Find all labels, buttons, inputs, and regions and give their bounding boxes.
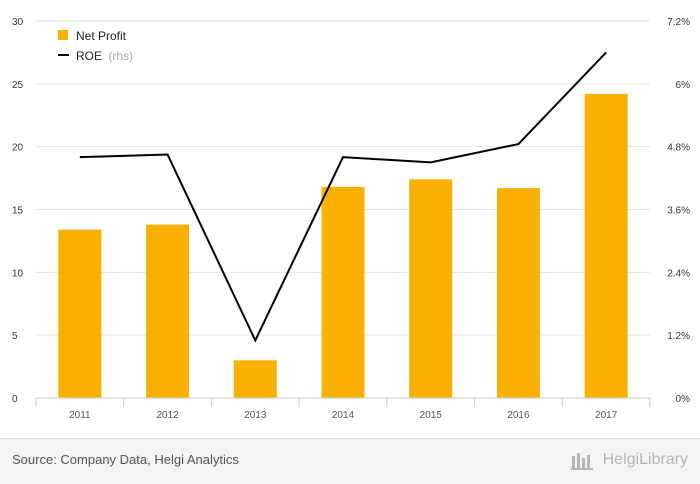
right-axis-ticks: 0% 1.2% 2.4% 3.6% 4.8% 6% 7.2% [667, 17, 690, 405]
brand-name: HelgiLibrary [602, 451, 688, 468]
right-axis-tick-label: 7.2% [667, 17, 690, 28]
right-axis-tick-label: 1.2% [667, 331, 690, 342]
left-axis-tick-label: 20 [12, 143, 24, 154]
left-axis-tick-label: 30 [12, 17, 24, 28]
legend-label-roe: ROE (rhs) [76, 49, 133, 63]
left-axis-tick-label: 25 [12, 80, 24, 91]
net-profit-bar [409, 179, 453, 398]
library-icon [570, 453, 593, 470]
combo-chart: 0 5 10 15 20 25 30 0% 1.2% 2.4% 3.6% 4.8% 6% 7.2% 20… [12, 17, 690, 421]
legend: Net Profit ROE (rhs) [58, 29, 133, 63]
left-axis-ticks: 0 5 10 15 20 25 30 [12, 17, 24, 405]
legend-label-roe-name: ROE [76, 49, 102, 63]
x-axis: 2011 2012 2013 2014 2015 2016 2017 [35, 397, 651, 421]
legend-swatch-net-profit [58, 30, 68, 40]
net-profit-bar [58, 229, 102, 398]
source-note: Source: Company Data, Helgi Analytics [12, 452, 239, 467]
net-profit-bar [584, 93, 628, 399]
right-axis-tick-label: 2.4% [667, 268, 690, 279]
x-axis-tick-label: 2011 [69, 410, 91, 421]
net-profit-bar [496, 188, 540, 398]
net-profit-bar [233, 360, 277, 398]
x-axis-tick-label: 2017 [595, 410, 618, 421]
right-axis-tick-label: 0% [676, 394, 691, 405]
brand-logo: HelgiLibrary [570, 450, 688, 470]
x-axis-tick-label: 2014 [332, 410, 355, 421]
x-axis-tick-label: 2013 [244, 410, 267, 421]
left-axis-tick-label: 5 [12, 331, 18, 342]
x-axis-tick-label: 2012 [156, 410, 179, 421]
right-axis-tick-label: 4.8% [667, 143, 690, 154]
right-axis-tick-label: 3.6% [667, 206, 690, 217]
net-profit-bar [321, 186, 365, 398]
x-axis-tick-label: 2015 [420, 410, 443, 421]
left-axis-tick-label: 15 [12, 206, 24, 217]
net-profit-bars [58, 93, 628, 399]
right-axis-tick-label: 6% [676, 80, 691, 91]
left-axis-tick-label: 0 [12, 394, 18, 405]
roe-line-path [79, 51, 607, 343]
x-axis-tick-label: 2016 [507, 410, 530, 421]
net-profit-bar [146, 224, 190, 398]
legend-label-net-profit: Net Profit [76, 29, 127, 43]
legend-label-roe-suffix: (rhs) [108, 49, 133, 63]
footer: Source: Company Data, Helgi Analytics He… [0, 438, 700, 484]
left-axis-tick-label: 10 [12, 268, 24, 279]
roe-line [79, 51, 607, 343]
